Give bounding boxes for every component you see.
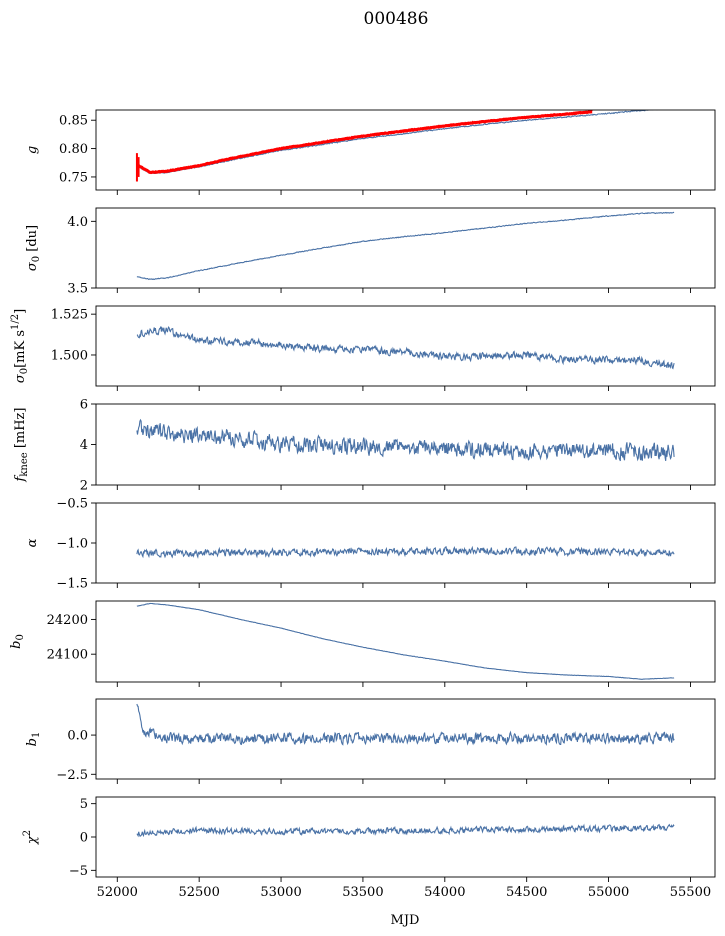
series-line-fknee	[136, 418, 675, 462]
axes-frame	[95, 502, 716, 584]
y-tick-label: 1.525	[51, 308, 88, 323]
y-tick-label: −1.5	[56, 577, 88, 592]
series-line-sigma0	[136, 211, 675, 281]
y-tick-label: 3.5	[67, 282, 88, 297]
series-line-g-model	[136, 110, 593, 175]
y-axis-label-g: g	[25, 146, 40, 154]
y-tick-label: 4.0	[67, 215, 88, 230]
panel-sigma0: 3.5 4.0 σ0 [du]	[25, 207, 716, 297]
panel-g: 0.75 0.80 0.85 g	[25, 109, 716, 195]
y-tick-label: 0.0	[67, 729, 88, 744]
y-tick-label: −5	[69, 864, 88, 879]
y-tick-label: 6	[80, 398, 88, 413]
x-tick-label: 55000	[588, 885, 629, 900]
y-axis-label-chi2: χ2	[22, 830, 40, 845]
y-tick-label: 0.80	[59, 142, 88, 157]
panels: 0.75 0.80 0.85 g 3.5 4.0 σ0 [du] 1.500 1.525 σ0[m…	[9, 109, 716, 900]
axes-frame	[95, 109, 716, 191]
x-tick-label: 54000	[424, 885, 465, 900]
y-axis-label-sigma0: σ0 [du]	[25, 225, 42, 271]
x-tick-label: 53500	[342, 885, 383, 900]
y-tick-label: −2.5	[56, 768, 88, 783]
y-tick-label: 5	[80, 797, 88, 812]
axes-frame	[95, 600, 716, 683]
panel-sigma0_ks: 1.500 1.525 σ0[mK s1/2]	[10, 305, 716, 391]
x-axis-label: MJD	[391, 913, 420, 928]
series-line-chi2	[136, 823, 675, 838]
series-line-alpha	[136, 545, 675, 559]
axes-frame	[95, 305, 716, 387]
series-line-sigma0_ks	[136, 326, 675, 370]
series-line-b0	[136, 602, 675, 680]
axes-frame	[95, 698, 716, 780]
panel-chi2: −5 0 5 52000 52500 53000 53500 54000 54500 55000 5…	[22, 796, 716, 900]
x-tick-label: 54500	[506, 885, 547, 900]
y-axis-label-b1: b1	[25, 732, 42, 747]
x-tick-label: 53000	[260, 885, 301, 900]
axes-frame	[95, 207, 716, 289]
panel-fknee: 2 4 6 fknee [mHz]	[13, 398, 716, 494]
x-tick-label: 55500	[670, 885, 711, 900]
figure-title: 000486	[364, 9, 429, 29]
y-tick-label: 2	[80, 479, 88, 494]
panel-b0: 24100 24200 b0	[9, 600, 716, 687]
y-tick-label: −0.5	[56, 497, 88, 512]
y-tick-label: 24200	[47, 613, 88, 628]
y-axis-label-fknee: fknee [mHz]	[13, 408, 30, 483]
axes-frame	[95, 796, 716, 878]
y-tick-label: 4	[80, 438, 88, 453]
x-tick-label: 52000	[97, 885, 138, 900]
series-line-g	[136, 110, 664, 175]
y-tick-label: −1.0	[56, 537, 88, 552]
y-tick-label: 0.75	[59, 170, 88, 185]
x-tick-label: 52500	[178, 885, 219, 900]
y-tick-label: 0.85	[59, 114, 88, 129]
panel-alpha: −1.5 −1.0 −0.5 α	[25, 497, 716, 592]
series-line-b1	[136, 703, 675, 746]
y-tick-label: 1.500	[51, 348, 88, 363]
axes-frame	[95, 403, 716, 486]
y-axis-label-alpha: α	[25, 538, 40, 547]
y-tick-label: 24100	[47, 648, 88, 663]
y-axis-label-sigma0_ks: σ0[mK s1/2]	[10, 309, 30, 383]
y-axis-label-b0: b0	[9, 634, 26, 649]
y-tick-label: 0	[80, 831, 88, 846]
panel-b1: −2.5 0.0 b1	[25, 698, 716, 784]
